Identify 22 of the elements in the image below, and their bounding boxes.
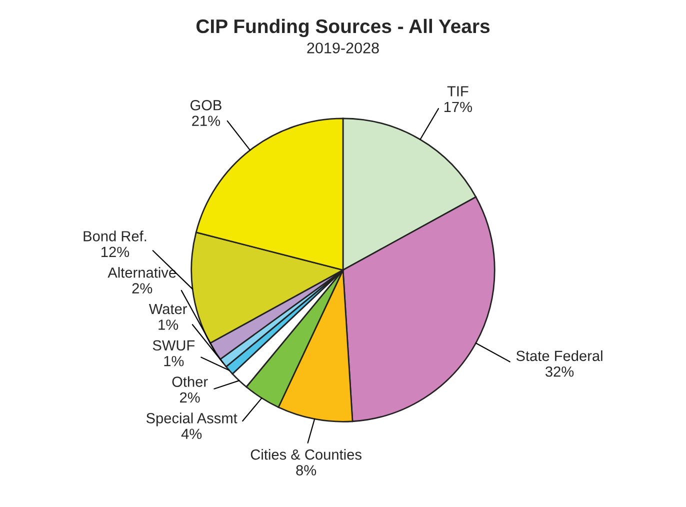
slice-label: State Federal	[516, 350, 602, 362]
slice-label: SWUF	[152, 340, 195, 351]
data-label: 12%	[102, 246, 130, 258]
slice-label: GOB	[190, 100, 222, 110]
data-label: 2%	[132, 283, 152, 294]
slice-label: Cities & Counties	[250, 449, 362, 460]
data-label: 1%	[164, 356, 184, 366]
slice-label: Bond Ref.	[84, 230, 146, 242]
data-label: 32%	[545, 366, 574, 377]
slice-label: Alternative	[108, 267, 176, 278]
data-label: 2%	[180, 392, 200, 403]
slice-label: Other	[172, 376, 208, 387]
data-label: 21%	[192, 116, 220, 126]
chart-title: CIP Funding Sources - All Years	[196, 18, 490, 38]
slice-label: TIF	[447, 86, 468, 96]
data-label: 4%	[181, 428, 202, 439]
slice-label: Special Assmt	[146, 412, 238, 426]
slice-label: Water	[148, 304, 187, 314]
data-label: 1%	[158, 320, 178, 330]
data-label: 17%	[444, 102, 472, 112]
chart-subtitle: 2019-2028	[307, 42, 379, 54]
data-label: 8%	[296, 465, 316, 476]
